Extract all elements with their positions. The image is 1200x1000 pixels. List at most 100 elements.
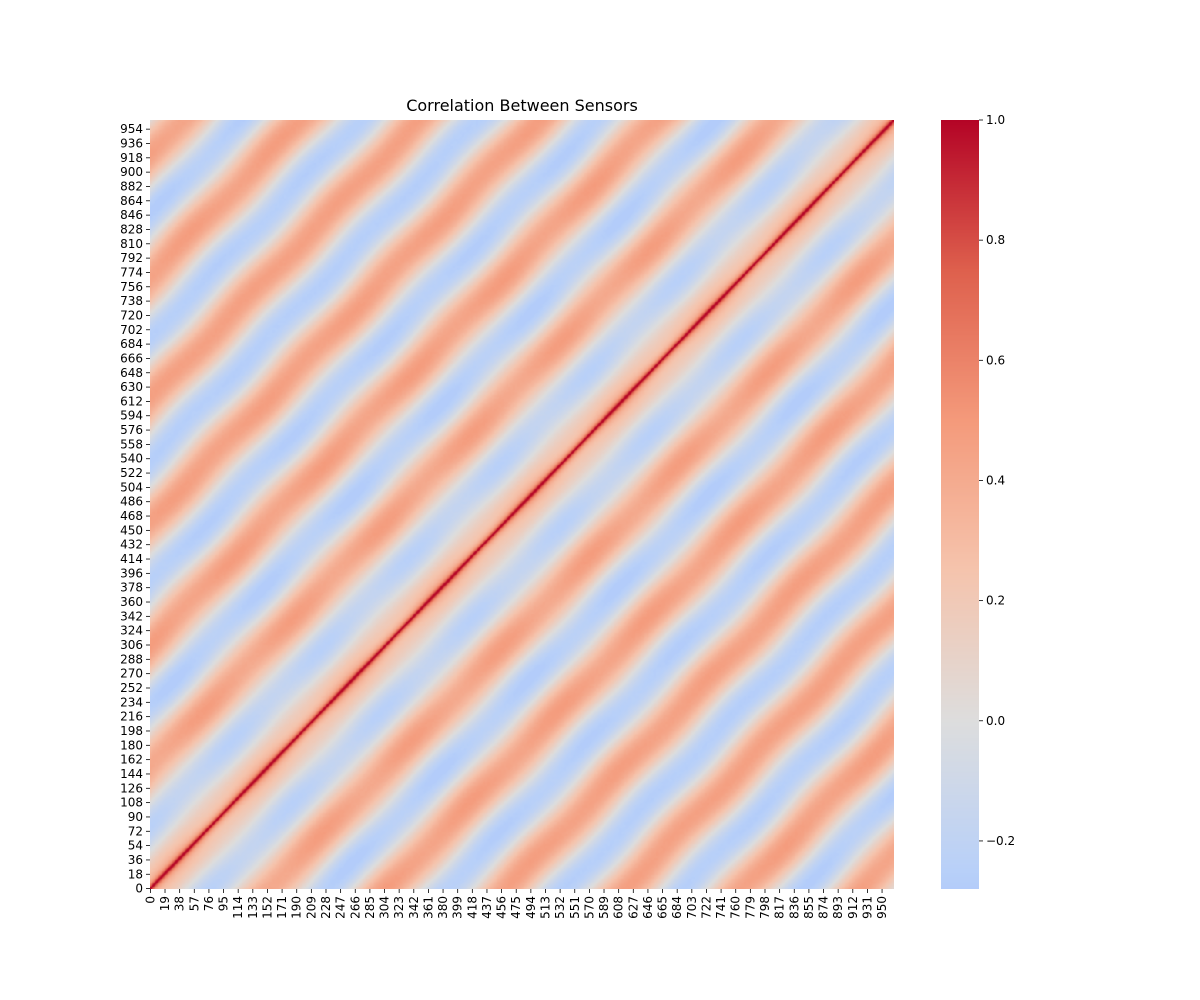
- y-tick-label: 684: [120, 337, 143, 351]
- x-tick-label: 817: [773, 896, 787, 919]
- x-tick-label: 570: [582, 896, 596, 919]
- y-tick-label: 486: [120, 495, 143, 509]
- y-tick-label: 954: [120, 122, 143, 136]
- x-tick-label: 399: [451, 896, 465, 919]
- x-tick-label: 931: [860, 896, 874, 919]
- x-tick-label: 475: [509, 896, 523, 919]
- colorbar-tick-label: 0.8: [986, 233, 1005, 247]
- y-tick-label: 216: [120, 710, 143, 724]
- x-tick-label: 437: [480, 896, 494, 919]
- y-tick-label: 558: [120, 437, 143, 451]
- x-tick-label: 133: [246, 896, 260, 919]
- y-tick-label: 180: [120, 738, 143, 752]
- x-tick-label: 627: [626, 896, 640, 919]
- y-tick-label: 792: [120, 251, 143, 265]
- x-tick-label: 798: [758, 896, 772, 919]
- x-tick-label: 779: [743, 896, 757, 919]
- x-tick-label: 190: [290, 896, 304, 919]
- x-tick-label: 247: [334, 896, 348, 919]
- y-tick-label: 864: [120, 194, 143, 208]
- x-tick-label: 722: [699, 896, 713, 919]
- x-tick-label: 760: [729, 896, 743, 919]
- x-tick-label: 418: [465, 896, 479, 919]
- y-tick-label: 810: [120, 237, 143, 251]
- y-tick-label: 936: [120, 136, 143, 150]
- y-tick-label: 126: [120, 781, 143, 795]
- colorbar-tick-label: 0.4: [986, 473, 1005, 487]
- y-tick-label: 162: [120, 753, 143, 767]
- y-tick-label: 144: [120, 767, 143, 781]
- y-tick-label: 756: [120, 280, 143, 294]
- x-tick-label: 323: [392, 896, 406, 919]
- x-tick-label: 646: [641, 896, 655, 919]
- y-tick-label: 342: [120, 609, 143, 623]
- y-tick-label: 918: [120, 151, 143, 165]
- colorbar-tick-label: 0.0: [986, 714, 1005, 728]
- x-tick-label: 76: [202, 896, 216, 911]
- x-tick-label: 912: [846, 896, 860, 919]
- y-tick-label: 504: [120, 480, 143, 494]
- y-tick-label: 234: [120, 695, 143, 709]
- y-tick-label: 720: [120, 308, 143, 322]
- x-tick-label: 209: [304, 896, 318, 919]
- x-tick-label: 551: [568, 896, 582, 919]
- y-tick-label: 270: [120, 667, 143, 681]
- y-tick-label: 108: [120, 796, 143, 810]
- x-tick-label: 494: [524, 896, 538, 919]
- x-tick-label: 380: [436, 896, 450, 919]
- x-tick-label: 266: [348, 896, 362, 919]
- y-tick-label: 576: [120, 423, 143, 437]
- y-tick-label: 612: [120, 394, 143, 408]
- y-tick-label: 36: [128, 853, 143, 867]
- heatmap-cells: [150, 120, 894, 889]
- x-tick-label: 171: [275, 896, 289, 919]
- y-tick-label: 846: [120, 208, 143, 222]
- y-tick-label: 54: [128, 839, 143, 853]
- x-tick-label: 874: [817, 896, 831, 919]
- y-axis: 0183654729010812614416218019821623425227…: [120, 122, 150, 896]
- y-tick-label: 324: [120, 624, 143, 638]
- y-tick-label: 378: [120, 581, 143, 595]
- y-tick-label: 360: [120, 595, 143, 609]
- y-tick-label: 900: [120, 165, 143, 179]
- y-tick-label: 648: [120, 366, 143, 380]
- y-tick-label: 252: [120, 681, 143, 695]
- x-tick-label: 38: [173, 896, 187, 911]
- y-tick-label: 522: [120, 466, 143, 480]
- x-tick-label: 342: [407, 896, 421, 919]
- y-tick-label: 90: [128, 810, 143, 824]
- x-tick-label: 304: [378, 896, 392, 919]
- x-tick-label: 0: [143, 896, 157, 904]
- x-tick-label: 95: [217, 896, 231, 911]
- x-tick-label: 893: [831, 896, 845, 919]
- y-tick-label: 396: [120, 566, 143, 580]
- x-tick-label: 836: [787, 896, 801, 919]
- heatmap: [150, 120, 894, 889]
- colorbar: −0.2 0.0 0.2 0.4 0.6 0.8 1.0: [941, 113, 1015, 889]
- x-tick-label: 532: [553, 896, 567, 919]
- x-tick-label: 361: [421, 896, 435, 919]
- colorbar-tick-label: 0.2: [986, 594, 1005, 608]
- colorbar-axis: −0.2 0.0 0.2 0.4 0.6 0.8 1.0: [979, 113, 1015, 848]
- y-tick-label: 450: [120, 523, 143, 537]
- x-tick-label: 950: [875, 896, 889, 919]
- colorbar-gradient: [941, 120, 979, 889]
- y-tick-label: 432: [120, 538, 143, 552]
- x-tick-label: 589: [597, 896, 611, 919]
- y-tick-label: 468: [120, 509, 143, 523]
- chart-title: Correlation Between Sensors: [406, 96, 638, 115]
- x-tick-label: 285: [363, 896, 377, 919]
- x-tick-label: 152: [260, 896, 274, 919]
- colorbar-tick-label: −0.2: [986, 834, 1015, 848]
- x-tick-label: 513: [538, 896, 552, 919]
- y-tick-label: 0: [135, 882, 143, 896]
- x-tick-label: 228: [319, 896, 333, 919]
- x-tick-label: 703: [685, 896, 699, 919]
- y-tick-label: 414: [120, 552, 143, 566]
- y-tick-label: 738: [120, 294, 143, 308]
- y-tick-label: 306: [120, 638, 143, 652]
- y-tick-label: 702: [120, 323, 143, 337]
- y-tick-label: 828: [120, 222, 143, 236]
- y-tick-label: 18: [128, 867, 143, 881]
